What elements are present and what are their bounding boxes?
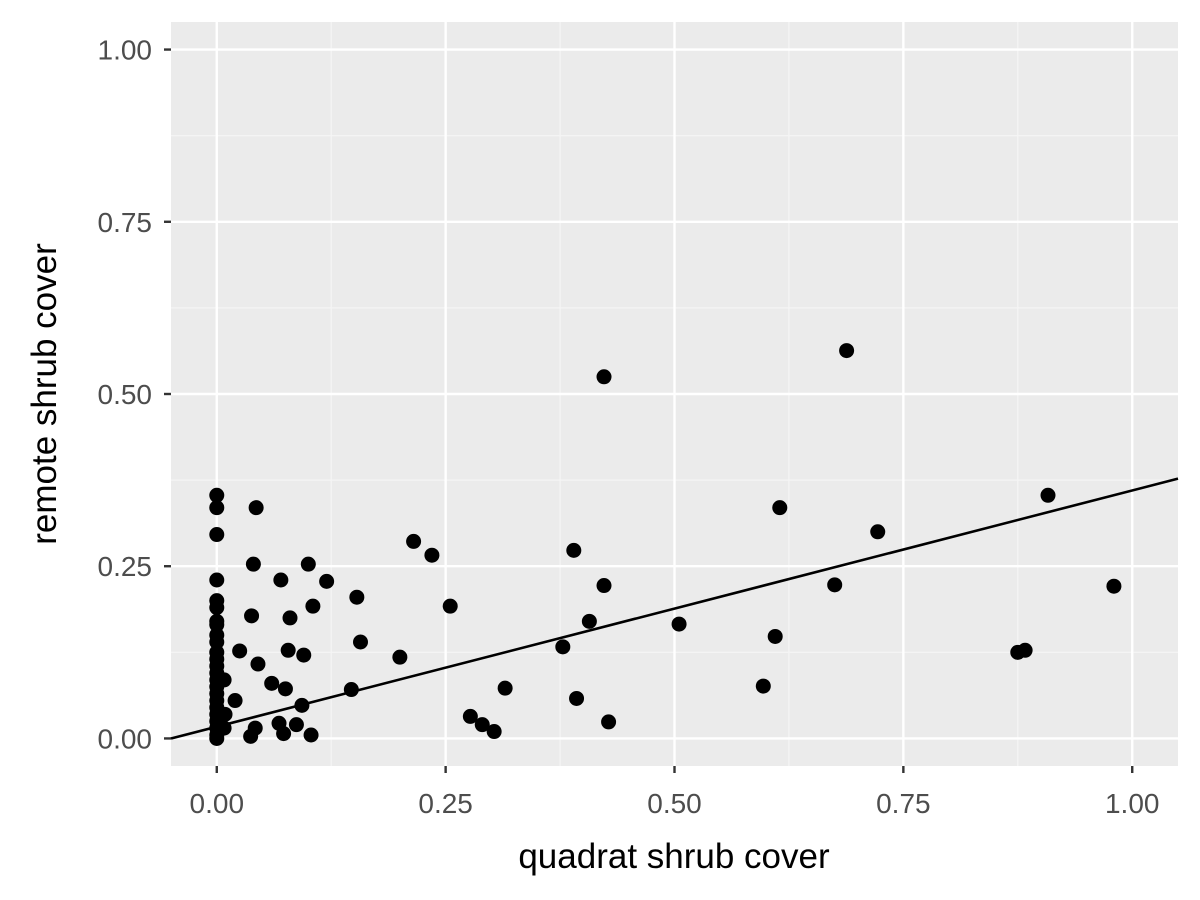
data-point xyxy=(300,556,316,572)
y-tick-label: 1.00 xyxy=(98,35,153,66)
data-point xyxy=(244,608,260,624)
y-tick-label: 0.25 xyxy=(98,551,153,582)
data-point xyxy=(248,500,264,516)
data-point xyxy=(273,572,289,588)
data-point xyxy=(209,527,225,543)
data-point xyxy=(319,573,335,589)
data-point xyxy=(772,500,788,516)
y-tick-label: 0.50 xyxy=(98,379,153,410)
y-axis: 0.00 0.25 0.50 0.75 1.00 xyxy=(98,35,171,754)
data-point xyxy=(566,542,582,558)
data-point xyxy=(217,706,233,722)
data-point xyxy=(755,678,771,694)
data-point xyxy=(227,693,243,709)
data-point xyxy=(1017,642,1033,658)
data-point xyxy=(276,726,292,742)
data-point xyxy=(767,628,783,644)
data-point xyxy=(352,634,368,650)
data-point xyxy=(277,681,293,697)
data-point xyxy=(216,672,232,688)
data-point xyxy=(232,643,248,659)
data-point xyxy=(474,717,490,733)
data-point xyxy=(282,610,298,626)
data-point xyxy=(209,572,225,588)
data-point xyxy=(209,500,225,516)
data-point xyxy=(581,613,597,629)
data-point xyxy=(839,343,855,359)
data-point xyxy=(392,649,408,665)
data-point xyxy=(1040,487,1056,503)
data-point xyxy=(303,727,319,743)
major-gridlines xyxy=(171,22,1178,766)
data-point xyxy=(442,598,458,614)
data-point xyxy=(424,547,440,563)
data-point xyxy=(209,600,225,616)
data-point xyxy=(462,708,478,724)
data-point xyxy=(486,724,502,740)
data-point xyxy=(247,720,263,736)
data-point xyxy=(296,647,312,663)
data-point xyxy=(209,487,225,503)
data-point xyxy=(209,617,225,633)
x-tick-label: 0.25 xyxy=(418,788,473,819)
data-point xyxy=(601,714,617,730)
x-axis-title: quadrat shrub cover xyxy=(518,837,830,876)
data-points xyxy=(209,343,1122,746)
data-point xyxy=(250,656,266,672)
y-tick-label: 0.00 xyxy=(98,723,153,754)
data-point xyxy=(569,690,585,706)
data-point xyxy=(497,680,513,696)
y-tick-label: 0.75 xyxy=(98,207,153,238)
x-tick-label: 1.00 xyxy=(1105,788,1160,819)
trend-line-group xyxy=(170,477,1179,740)
data-point xyxy=(209,634,225,650)
data-point xyxy=(280,642,296,658)
data-point xyxy=(596,369,612,385)
data-point xyxy=(264,675,280,691)
data-point xyxy=(245,556,261,572)
x-tick-label: 0.50 xyxy=(647,788,702,819)
data-point xyxy=(288,717,304,733)
data-point xyxy=(671,616,687,632)
data-point xyxy=(406,533,422,549)
data-point xyxy=(870,524,886,540)
y-axis-title: remote shrub cover xyxy=(25,243,64,545)
data-point xyxy=(596,578,612,594)
x-axis: 0.00 0.25 0.50 0.75 1.00 xyxy=(190,766,1160,819)
data-point xyxy=(555,639,571,655)
data-point xyxy=(349,589,365,605)
data-point xyxy=(827,577,843,593)
x-tick-label: 0.75 xyxy=(876,788,931,819)
trend-line xyxy=(170,477,1179,740)
data-point xyxy=(305,598,321,614)
x-tick-label: 0.00 xyxy=(190,788,245,819)
data-point xyxy=(1106,578,1122,594)
